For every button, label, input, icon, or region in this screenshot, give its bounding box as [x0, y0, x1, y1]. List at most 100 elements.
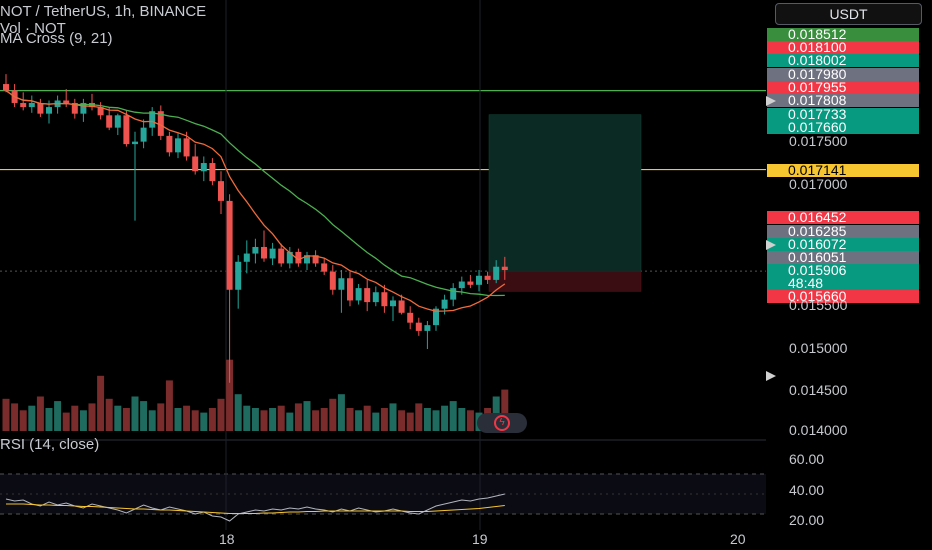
position-target-zone [488, 114, 642, 272]
volume-bar [54, 401, 62, 431]
volume-bar [114, 405, 122, 431]
candle-body [209, 163, 216, 182]
candle-body [458, 281, 465, 289]
volume-bar [97, 375, 105, 431]
price-label: 0.017141 [767, 163, 919, 177]
candle-body [381, 292, 388, 307]
rsi-legend[interactable]: RSI (14, close) [0, 436, 100, 453]
scale-tick: 0.015000 [789, 340, 848, 356]
candle-body [372, 292, 379, 303]
volume-bar [148, 410, 156, 431]
candle-body [398, 300, 405, 313]
volume-bar [458, 408, 466, 431]
volume-bar [449, 401, 457, 431]
position-stop-zone [488, 270, 642, 292]
volume-bar [208, 408, 216, 431]
scale-tick: 0.017500 [789, 133, 848, 149]
candle-body [484, 275, 491, 280]
price-label: 0.018512 [767, 27, 919, 41]
candle-body [132, 141, 138, 145]
volume-bar [2, 398, 10, 431]
candle-body [175, 138, 181, 153]
candle-body [97, 107, 104, 116]
volume-bar [140, 401, 148, 431]
volume-bar [105, 398, 113, 431]
candle-body [63, 100, 70, 103]
candle-body [114, 115, 121, 128]
price-pointer-icon [766, 96, 776, 106]
candle-body [433, 308, 439, 326]
candle-body [20, 102, 27, 108]
date-tick: 20 [730, 531, 746, 547]
volume-bar [329, 398, 337, 431]
price-label: 0.016072 [767, 237, 919, 251]
scale-tick: 0.017000 [789, 176, 848, 192]
volume-bar [11, 403, 19, 431]
volume-bar [131, 396, 139, 431]
volume-bar [415, 403, 423, 431]
date-tick: 18 [219, 531, 235, 547]
replay-button[interactable]: ϟ [477, 413, 527, 433]
volume-bar [79, 410, 87, 431]
candle-body [364, 288, 371, 303]
rsi-line [5, 493, 505, 522]
volume-bar [294, 403, 302, 431]
lightning-icon: ϟ [494, 415, 510, 431]
volume-bar [269, 408, 277, 431]
candle-body [321, 263, 328, 272]
price-label: 0.015906 [767, 263, 919, 277]
candle-body [304, 255, 310, 264]
candle-body [200, 163, 207, 172]
volume-bar [312, 410, 320, 431]
volume-bar [183, 405, 191, 431]
candle-body [37, 102, 44, 114]
volume-bar [398, 410, 406, 431]
volume-bar [217, 398, 225, 431]
scale-tick: 0.015500 [789, 297, 848, 313]
candle-body [467, 281, 474, 285]
candle-body [106, 115, 113, 128]
candle-body [501, 266, 508, 271]
symbol-legend[interactable]: NOT / TetherUS, 1h, BINANCE [0, 3, 207, 20]
volume-bar [36, 396, 44, 431]
candle-body [441, 299, 448, 309]
candle-body [218, 181, 224, 201]
rsi-ma-line [6, 503, 505, 514]
candle-body [71, 102, 78, 114]
volume-bar [501, 389, 509, 431]
volume-bar [372, 412, 380, 431]
volume-bar [243, 405, 251, 431]
candle-body [235, 261, 242, 290]
volume-bar [406, 412, 414, 431]
candle-body [424, 325, 431, 331]
price-label: 0.016285 [767, 224, 919, 238]
volume-bar [234, 394, 242, 431]
scale-tick: 0.014000 [789, 422, 848, 438]
candle-body [278, 248, 285, 264]
candle-body [157, 111, 164, 136]
volume-bar [260, 410, 268, 431]
candle-body [312, 255, 319, 264]
volume-bar [157, 403, 165, 431]
volume-legend[interactable]: Vol · NOT [0, 20, 66, 37]
volume-bar [62, 412, 70, 431]
volume-bar [251, 408, 259, 431]
ma-fast-line [5, 90, 506, 312]
volume-bar [174, 408, 182, 431]
volume-bar [88, 403, 96, 431]
candle-body [46, 107, 52, 114]
ma-cross-legend[interactable]: MA Cross (9, 21) [0, 30, 113, 47]
candle-body [450, 288, 457, 300]
volume-bar [45, 408, 53, 431]
currency-button[interactable]: USDT [775, 3, 922, 25]
volume-bar [389, 403, 397, 431]
price-label: 0.016452 [767, 210, 919, 224]
candle-body [407, 312, 414, 323]
price-label: 0.018002 [767, 53, 919, 67]
candle-body [347, 278, 353, 301]
candle-body [261, 246, 267, 259]
candle-body [3, 84, 9, 91]
volume-bar [441, 405, 449, 431]
candle-body [80, 102, 87, 114]
